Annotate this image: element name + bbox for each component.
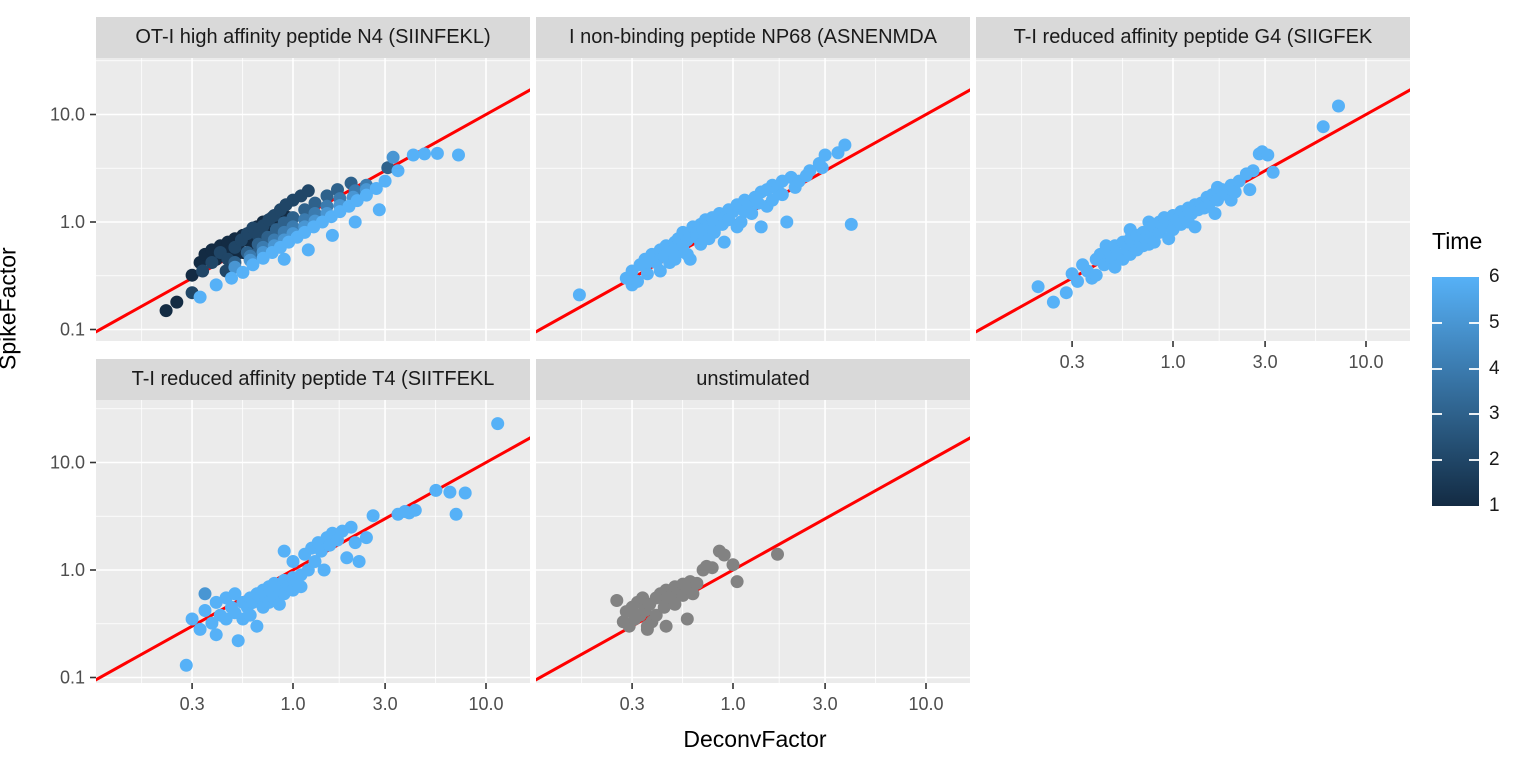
svg-text:0.1: 0.1 [60, 668, 85, 688]
color-legend: Time 6 5 4 3 2 1 [1425, 228, 1535, 516]
facet-panel-unstimulated: unstimulated 0.3 1.0 3.0 10.0 [536, 359, 970, 714]
svg-text:3.0: 3.0 [373, 694, 398, 714]
x-axis-title: DeconvFactor [683, 726, 827, 752]
facet-title: unstimulated [696, 368, 810, 390]
scatter-plot-g4: 0.3 1.0 3.0 10.0 [976, 58, 1410, 372]
scatter-plot-n4: 0.1 1.0 10.0 [50, 58, 530, 341]
legend-tick-label: 3 [1489, 403, 1500, 425]
facet-strip: I non-binding peptide NP68 (ASNENMDA [536, 17, 970, 58]
svg-text:1.0: 1.0 [1160, 352, 1185, 372]
facet-panel-n4: OT-I high affinity peptide N4 (SIINFEKL)… [50, 17, 530, 341]
svg-text:1.0: 1.0 [60, 560, 85, 580]
svg-text:10.0: 10.0 [50, 105, 85, 125]
scatter-plot-unstimulated: 0.3 1.0 3.0 10.0 [536, 400, 970, 714]
svg-text:10.0: 10.0 [1348, 352, 1383, 372]
svg-text:10.0: 10.0 [468, 694, 503, 714]
svg-text:3.0: 3.0 [813, 694, 838, 714]
y-axis-title: SpikeFactor [0, 247, 21, 370]
facet-strip: T-I reduced affinity peptide G4 (SIIGFEK [976, 17, 1410, 58]
facet-title: I non-binding peptide NP68 (ASNENMDA [569, 26, 937, 48]
facet-strip: OT-I high affinity peptide N4 (SIINFEKL) [96, 17, 530, 58]
facet-title: T-I reduced affinity peptide T4 (SIITFEK… [131, 368, 495, 390]
legend-tick-label: 6 [1489, 266, 1500, 287]
scatter-plot-t4: 0.3 1.0 3.0 10.0 0.1 1.0 10.0 [50, 400, 530, 714]
legend-title: Time [1432, 228, 1483, 254]
facet-title: OT-I high affinity peptide N4 (SIINFEKL) [135, 26, 491, 48]
svg-text:10.0: 10.0 [908, 694, 943, 714]
legend-tick-label: 1 [1489, 495, 1500, 516]
svg-text:3.0: 3.0 [1253, 352, 1278, 372]
legend-tick-label: 4 [1489, 357, 1500, 379]
facet-panel-t4: T-I reduced affinity peptide T4 (SIITFEK… [50, 359, 530, 714]
svg-text:1.0: 1.0 [60, 212, 85, 232]
legend-tick-labels: 6 5 4 3 2 1 [1489, 266, 1529, 516]
svg-text:0.3: 0.3 [180, 694, 205, 714]
facet-title: T-I reduced affinity peptide G4 (SIIGFEK [1013, 26, 1373, 48]
svg-text:0.3: 0.3 [620, 694, 645, 714]
facet-strip: T-I reduced affinity peptide T4 (SIITFEK… [96, 359, 530, 400]
legend-gradient-bar [1432, 277, 1479, 506]
legend-tick-label: 5 [1489, 311, 1500, 333]
svg-text:1.0: 1.0 [720, 694, 745, 714]
scatter-plot-np68 [536, 58, 970, 341]
svg-text:10.0: 10.0 [50, 453, 85, 473]
svg-text:0.3: 0.3 [1060, 352, 1085, 372]
facet-panel-np68: I non-binding peptide NP68 (ASNENMDA [536, 17, 970, 341]
facet-panel-g4: T-I reduced affinity peptide G4 (SIIGFEK… [976, 17, 1410, 372]
svg-text:0.1: 0.1 [60, 320, 85, 340]
legend-tick-label: 2 [1489, 449, 1500, 471]
facet-strip: unstimulated [536, 359, 970, 400]
svg-text:1.0: 1.0 [280, 694, 305, 714]
